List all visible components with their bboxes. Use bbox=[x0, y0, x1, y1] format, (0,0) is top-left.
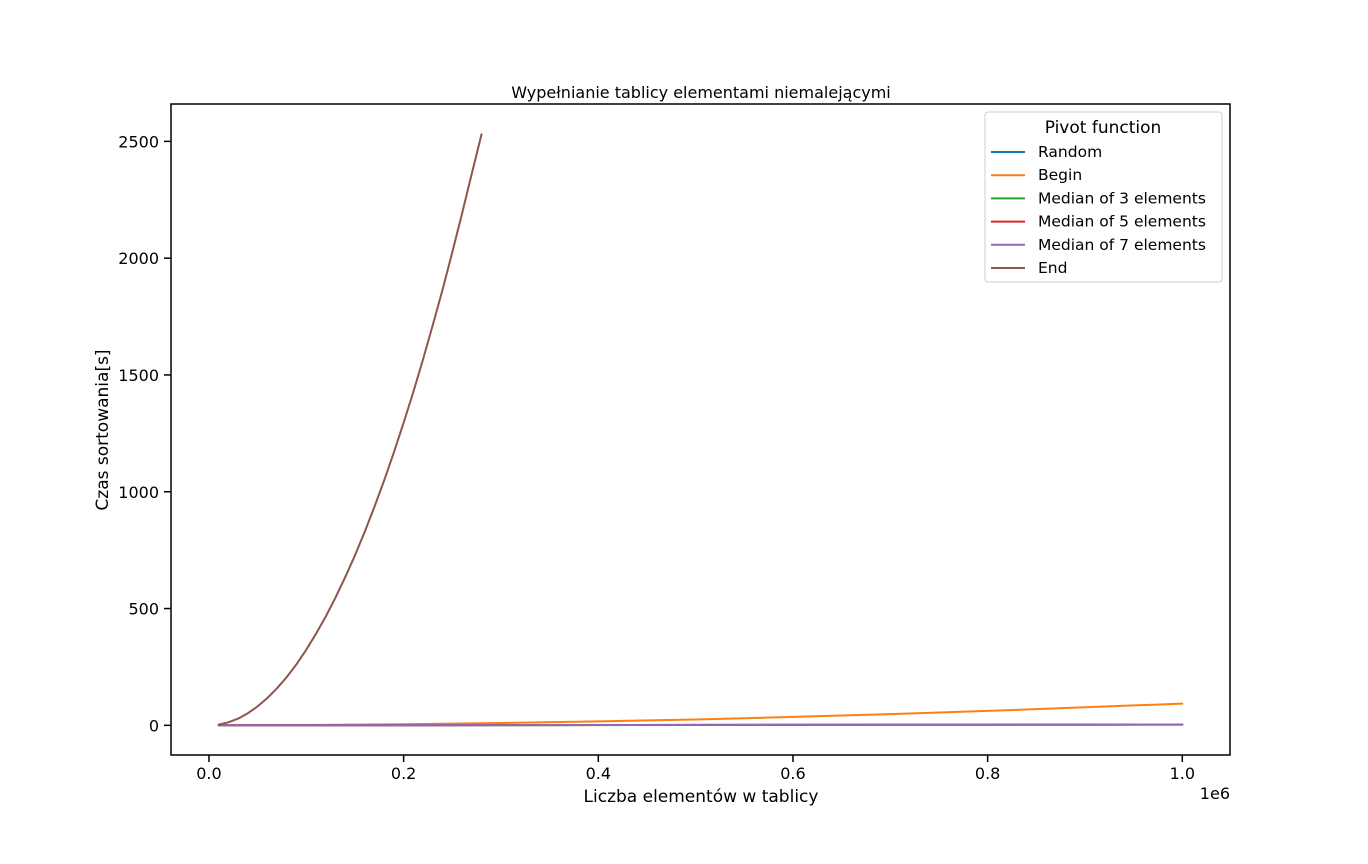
legend-label: Random bbox=[1038, 143, 1102, 161]
x-offset-label: 1e6 bbox=[1200, 784, 1230, 803]
y-tick-label: 1500 bbox=[118, 366, 159, 385]
series-line-end bbox=[217, 133, 483, 726]
x-tick-label: 0.8 bbox=[975, 764, 1000, 783]
legend-box bbox=[984, 111, 1223, 283]
x-axis-label: Liczba elementów w tablicy bbox=[584, 787, 819, 807]
legend-label: Median of 3 elements bbox=[1038, 189, 1206, 207]
y-tick-label: 2500 bbox=[118, 132, 159, 151]
x-tick-label: 1.0 bbox=[1170, 764, 1195, 783]
y-tick-label: 0 bbox=[149, 716, 159, 735]
x-tick-label: 0.4 bbox=[586, 764, 611, 783]
x-axis: 0.0 0.2 0.4 0.6 0.8 1.0 bbox=[196, 755, 1195, 783]
y-tick-label: 1000 bbox=[118, 483, 159, 502]
axes-frame bbox=[170, 103, 1231, 756]
legend-label: Begin bbox=[1038, 166, 1082, 184]
x-tick-label: 0.6 bbox=[780, 764, 805, 783]
x-tick-label: 0.0 bbox=[196, 764, 221, 783]
series-layer bbox=[217, 133, 1184, 727]
y-axis: 0 500 1000 1500 2000 2500 bbox=[118, 132, 171, 735]
y-tick-label: 2000 bbox=[118, 249, 159, 268]
plot-area bbox=[170, 103, 1231, 756]
y-axis-label: Czas sortowania[s] bbox=[93, 349, 113, 510]
legend-label: Median of 5 elements bbox=[1038, 213, 1206, 231]
y-tick-label: 500 bbox=[128, 600, 159, 619]
series-line-median-of-7-elements bbox=[217, 723, 1184, 727]
legend: Pivot function Random Begin Median of 3 el… bbox=[984, 111, 1223, 283]
legend-items: Random Begin Median of 3 elements Median of… bbox=[991, 143, 1206, 277]
chart-title: Wypełnianie tablicy elementami niemaleją… bbox=[511, 83, 891, 102]
legend-title: Pivot function bbox=[1045, 118, 1162, 138]
legend-label: Median of 7 elements bbox=[1038, 236, 1206, 254]
x-tick-label: 0.2 bbox=[391, 764, 416, 783]
legend-label: End bbox=[1038, 259, 1067, 277]
